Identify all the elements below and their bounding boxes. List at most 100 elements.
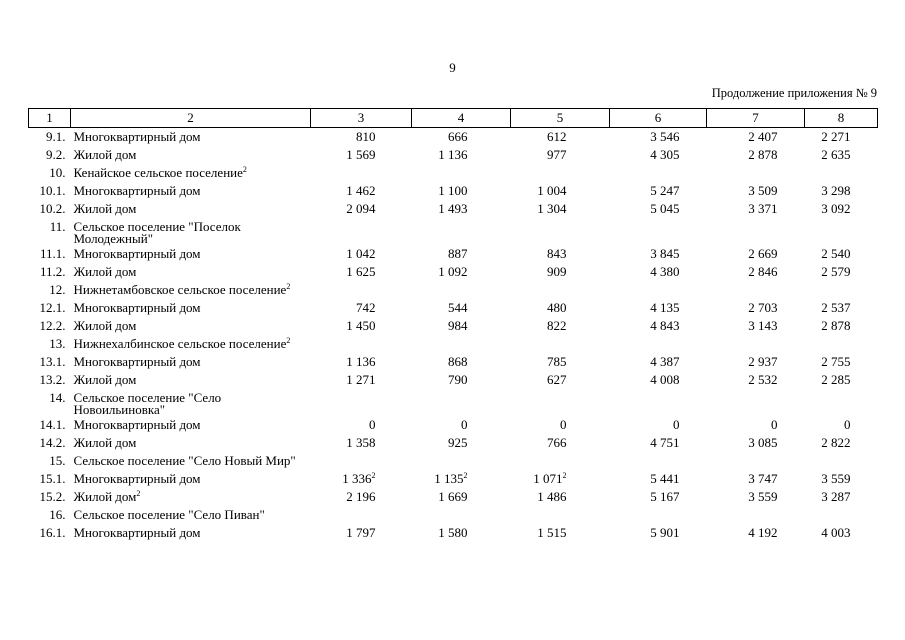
column-header: 7	[706, 108, 805, 128]
value-cell: 2 878	[805, 317, 878, 335]
value-cell: 544	[412, 299, 511, 317]
row-name-text: Сельское поселение "Поселок Молодежный"	[73, 218, 241, 246]
value-text: 666	[448, 129, 468, 144]
value-text: 1 136	[346, 353, 376, 369]
row-name: Сельское поселение "Село Пиван"	[71, 506, 311, 524]
row-index: 13.1.	[39, 353, 66, 369]
value-text: 1 625	[346, 263, 376, 279]
value-text: 627	[547, 371, 567, 387]
value-text: 4 305	[650, 146, 680, 162]
value-text: 3 298	[821, 182, 851, 198]
row-name: Сельское поселение "Село Новоильиновка"	[71, 389, 311, 416]
value-cell	[707, 164, 805, 182]
value-text: 1 450	[346, 317, 376, 333]
value-cell	[412, 218, 511, 245]
value-cell	[707, 452, 805, 470]
value-cell	[610, 218, 707, 245]
value-text: 0	[560, 416, 567, 432]
value-text: 1 071	[533, 470, 563, 486]
value-text: 4 003	[821, 524, 851, 540]
row-name: Нижнетамбовское сельское поселение2	[71, 281, 311, 299]
value-cell	[511, 335, 610, 353]
value-cell	[707, 335, 805, 353]
value-text: 868	[448, 353, 468, 369]
value-text: 3 371	[748, 200, 778, 216]
value-cell: 1 797	[311, 524, 412, 542]
page-number: 9	[449, 60, 456, 75]
row-index: 11.1.	[39, 245, 66, 261]
value-text: 2 094	[346, 200, 376, 216]
value-text: 984	[448, 317, 468, 333]
value-cell	[511, 506, 610, 524]
footnote-marker: 2	[136, 488, 141, 498]
header-row: 1 2 3 4 5 6 7 8	[28, 108, 878, 128]
value-cell: 822	[511, 317, 610, 335]
row-name-text: Нижнетамбовское сельское поселение	[73, 281, 287, 297]
value-cell: 3 085	[707, 434, 805, 452]
column-header: 4	[411, 108, 511, 128]
value-cell: 3 371	[707, 200, 805, 218]
value-text: 742	[356, 299, 376, 315]
row-name-text: Жилой дом	[73, 263, 137, 279]
value-cell: 5 441	[610, 470, 707, 488]
value-cell: 4 305	[610, 146, 707, 164]
row-index: 10.	[49, 164, 66, 180]
value-cell	[412, 506, 511, 524]
value-cell: 1 3362	[311, 470, 412, 488]
value-text: 1 336	[342, 470, 372, 486]
table-row: 11.2. Жилой дом 1 625 1 092 909 4 380 2 846 2 5…	[29, 263, 878, 281]
footnote-marker: 2	[562, 470, 567, 480]
value-text: 1 092	[438, 263, 468, 279]
row-name-text: Многоквартирный дом	[73, 182, 201, 198]
column-header: 6	[609, 108, 707, 128]
value-cell: 2 196	[311, 488, 412, 506]
row-name-text: Кенайское сельское поселение	[73, 164, 243, 180]
value-cell: 3 559	[707, 488, 805, 506]
value-text: 5 045	[650, 200, 680, 216]
value-cell	[311, 335, 412, 353]
row-name-text: Жилой дом	[73, 200, 137, 216]
value-cell: 1 136	[412, 146, 511, 164]
value-cell: 2 537	[805, 299, 878, 317]
row-name: Кенайское сельское поселение2	[71, 164, 311, 182]
row-index: 15.	[49, 452, 66, 468]
value-cell: 742	[311, 299, 412, 317]
table-row: 16.1. Многоквартирный дом 1 797 1 580 1 515 5…	[29, 524, 878, 542]
table-row: 14.2. Жилой дом 1 358 925 766 4 751 3 085 2 822	[29, 434, 878, 452]
value-cell	[707, 281, 805, 299]
value-text: 1 515	[537, 524, 567, 540]
value-cell	[412, 164, 511, 182]
table-row: 10. Кенайское сельское поселение2	[29, 164, 878, 182]
row-name-text: Жилой дом	[73, 317, 137, 333]
row-name: Многоквартирный дом	[71, 416, 311, 434]
row-index: 16.1.	[39, 524, 66, 540]
row-name-text: Жилой дом	[73, 371, 137, 387]
value-cell	[311, 452, 412, 470]
row-name: Многоквартирный дом	[71, 128, 311, 146]
row-name-text: Сельское поселение "Село Новоильиновка"	[73, 389, 222, 417]
column-header: 8	[804, 108, 878, 128]
value-text: 3 287	[821, 488, 851, 504]
row-name: Жилой дом	[71, 146, 311, 164]
footnote-marker: 2	[286, 335, 291, 345]
value-cell: 4 843	[610, 317, 707, 335]
value-text: 822	[547, 317, 567, 333]
value-text: 3 845	[650, 245, 680, 261]
table-row: 14.1. Многоквартирный дом 0 0 0 0 0 0	[29, 416, 878, 434]
value-text: 4 135	[650, 299, 680, 315]
table-row: 13. Нижнехалбинское сельское поселение2	[29, 335, 878, 353]
row-index: 9.2.	[46, 146, 66, 162]
row-index: 12.	[49, 281, 66, 297]
row-name-text: Многоквартирный дом	[73, 353, 201, 369]
value-text: 544	[448, 299, 468, 315]
value-cell	[805, 506, 878, 524]
value-cell: 3 092	[805, 200, 878, 218]
value-cell	[511, 281, 610, 299]
value-cell	[707, 506, 805, 524]
value-cell: 0	[412, 416, 511, 434]
value-cell: 2 822	[805, 434, 878, 452]
value-cell	[805, 335, 878, 353]
value-text: 1 004	[537, 182, 567, 198]
row-index: 10.1.	[39, 182, 66, 198]
value-cell	[311, 506, 412, 524]
